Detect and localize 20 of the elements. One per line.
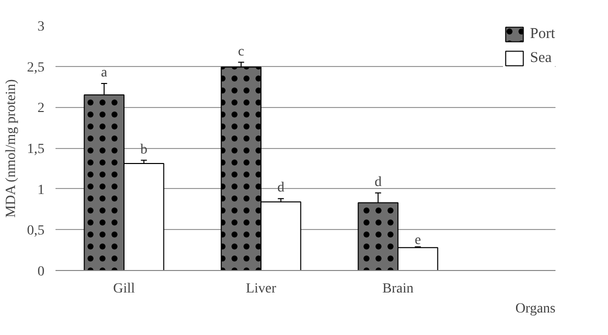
data-label: b (140, 142, 148, 158)
y-tick-label: 1,5 (27, 142, 44, 157)
legend-label: Port (530, 26, 555, 42)
y-axis-title: MDA (nmol/mg protein) (4, 78, 19, 218)
data-label: a (101, 65, 108, 80)
y-tick-label: 0 (38, 264, 44, 280)
x-tick-label: Brain (382, 282, 414, 296)
data-label: c (238, 44, 244, 60)
data-label: d (374, 174, 382, 190)
data-label: d (277, 180, 284, 196)
y-tick-label: 2,5 (27, 60, 44, 76)
y-tick-label: 2 (38, 101, 44, 116)
y-tick-label: 3 (38, 20, 44, 34)
legend-label: Sea (530, 50, 552, 66)
x-tick-label: Gill (113, 282, 135, 296)
y-tick-label: 1 (38, 182, 44, 198)
y-tick-label: 0,5 (27, 224, 44, 239)
data-label: e (414, 232, 421, 248)
x-axis-title: Organs (515, 302, 556, 316)
x-tick-label: Liver (246, 282, 276, 296)
